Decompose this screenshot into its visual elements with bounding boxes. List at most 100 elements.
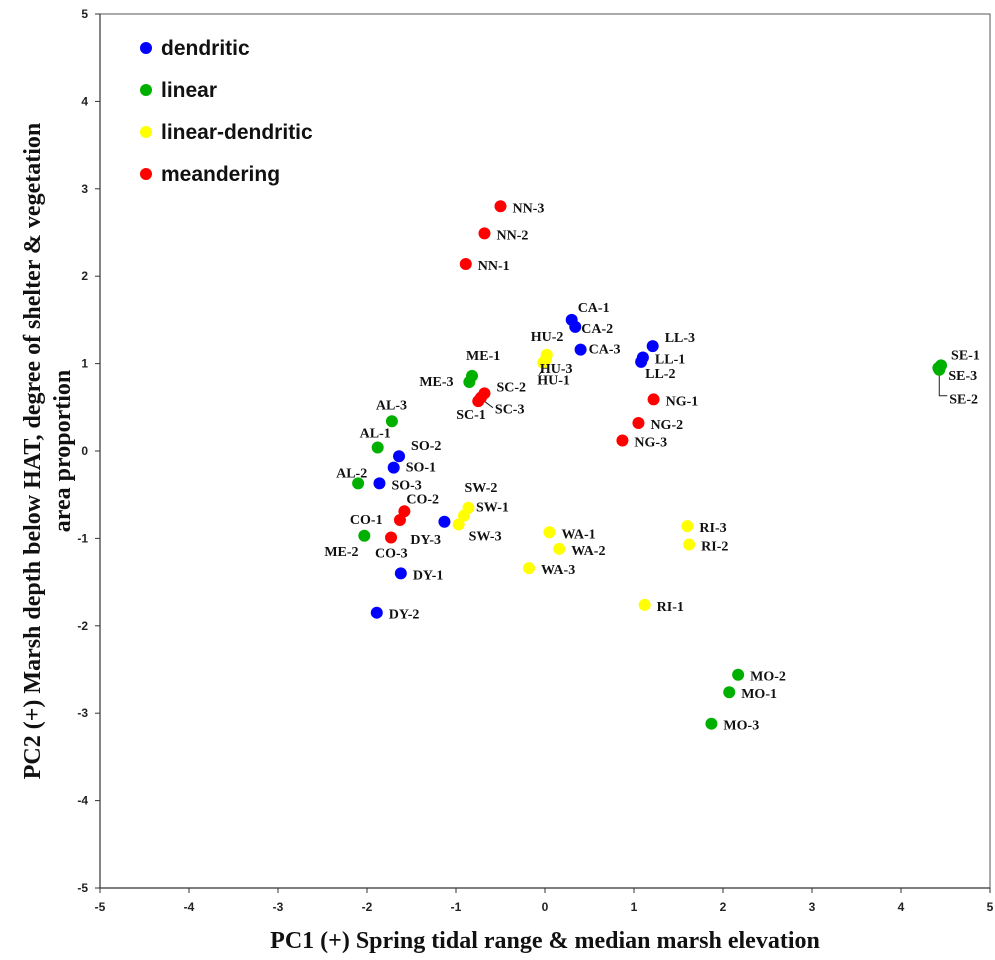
x-tick-label: 1: [631, 900, 638, 914]
data-point-mo-3: [705, 717, 718, 730]
point-label-ng-1: NG-1: [666, 394, 699, 409]
y-axis-title-line-2: area proportion: [50, 370, 76, 532]
x-tick-label: -4: [184, 900, 195, 914]
point-label-mo-2: MO-2: [750, 670, 786, 685]
point-label-al-1: AL-1: [360, 427, 391, 442]
point-label-al-3: AL-3: [376, 398, 407, 413]
x-tick-label: -1: [451, 900, 462, 914]
point-label-co-1: CO-1: [350, 513, 383, 528]
legend-marker-dendritic: [140, 42, 152, 54]
point-label-co-2: CO-2: [406, 492, 439, 507]
data-point-ri-1: [638, 598, 651, 611]
point-label-ri-2: RI-2: [701, 540, 728, 555]
x-tick-label: 3: [809, 900, 816, 914]
y-axis-title: PC2 (+) Marsh depth below HAT, degree of…: [20, 123, 76, 779]
point-label-al-2: AL-2: [336, 466, 367, 481]
data-point-wa-3: [522, 562, 535, 575]
point-label-hu-1: HU-1: [537, 374, 570, 389]
point-label-so-1: SO-1: [406, 461, 436, 476]
data-point-ng-3: [616, 434, 629, 447]
data-point-co-3: [385, 531, 398, 544]
data-points: [352, 200, 948, 730]
point-label-sc-2: SC-2: [496, 380, 526, 395]
data-point-wa-1: [543, 526, 556, 539]
legend-label-linear-dendritic: linear-dendritic: [161, 121, 313, 144]
x-tick-label: 2: [720, 900, 727, 914]
y-tick-label: -3: [77, 706, 88, 720]
point-label-sc-3: SC-3: [495, 403, 525, 418]
legend-marker-linear-dendritic: [140, 126, 152, 138]
data-point-ri-3: [681, 520, 694, 533]
y-tick-label: -2: [77, 619, 88, 633]
point-label-dy-3: DY-3: [410, 533, 441, 548]
point-label-dy-1: DY-1: [413, 568, 444, 583]
point-labels: CA-1 CA-2 CA-3 LL-3 LL-1LL-2 SO-2 SO-1 SO-3 DY-3…: [324, 201, 980, 733]
y-tick-label: 3: [81, 182, 88, 196]
data-point-hu-1: [537, 356, 550, 369]
data-point-dy-2: [370, 606, 383, 619]
data-point-nn-1: [459, 257, 472, 270]
point-label-hu-2: HU-2: [531, 330, 564, 345]
y-tick-label: 0: [81, 444, 88, 458]
leader-line: [538, 368, 544, 376]
data-point-so-2: [393, 450, 406, 463]
point-label-ca-3: CA-3: [589, 343, 621, 358]
legend-label-meandering: meandering: [161, 163, 280, 186]
point-label-nn-2: NN-2: [496, 228, 528, 243]
data-point-so-3: [373, 477, 386, 490]
plot-frame: [99, 13, 991, 889]
y-tick-label: -5: [77, 881, 88, 895]
y-tick-label: 4: [81, 94, 88, 108]
data-point-sw-1: [458, 509, 471, 522]
legend-marker-meandering: [140, 168, 152, 180]
point-label-mo-3: MO-3: [723, 719, 759, 734]
data-point-al-2: [352, 477, 365, 490]
x-axis-title: PC1 (+) Spring tidal range & median mars…: [270, 928, 820, 954]
x-tick-label: 0: [542, 900, 549, 914]
point-label-se-1: SE-1: [951, 348, 980, 363]
y-tick-label: 5: [81, 7, 88, 21]
point-label-sw-3: SW-3: [469, 529, 502, 544]
point-label-sw-2: SW-2: [464, 481, 497, 496]
plot-border: [99, 13, 991, 889]
data-point-se-2: [933, 363, 946, 376]
point-label-hu-3: HU-3: [540, 362, 573, 377]
data-point-wa-2: [553, 542, 566, 555]
point-label-wa-1: WA-1: [561, 527, 595, 542]
point-label-me-2: ME-2: [324, 545, 358, 560]
point-label-nn-1: NN-1: [478, 259, 510, 274]
point-label-sc-1: SC-1: [456, 408, 486, 423]
point-label-ll-2: LL-2: [645, 367, 675, 382]
y-tick-label: -4: [77, 794, 88, 808]
data-point-co-1: [393, 514, 406, 527]
data-point-mo-1: [723, 686, 736, 699]
data-point-dy-3: [438, 515, 451, 528]
point-label-wa-2: WA-2: [571, 544, 605, 559]
point-label-mo-1: MO-1: [741, 687, 777, 702]
legend-label-dendritic: dendritic: [161, 37, 250, 60]
data-point-ca-2: [569, 320, 582, 333]
data-point-al-3: [385, 415, 398, 428]
y-tick-label: 1: [81, 357, 88, 371]
point-label-dy-2: DY-2: [389, 608, 420, 623]
data-point-ll-2: [635, 355, 648, 368]
leader-lines: [463, 368, 948, 519]
data-point-al-1: [371, 441, 384, 454]
point-label-co-3: CO-3: [375, 547, 408, 562]
point-label-ca-1: CA-1: [578, 301, 610, 316]
data-point-nn-3: [494, 200, 507, 213]
data-point-sc-3: [474, 391, 487, 404]
y-axis-ticks: -5 -4 -3 -2 -1 0 1 2 3 4 5: [77, 7, 100, 895]
data-point-ng-2: [632, 417, 645, 430]
leader-line: [938, 373, 948, 397]
point-label-ng-2: NG-2: [650, 418, 683, 433]
x-tick-label: -5: [95, 900, 106, 914]
y-axis-title-line-1: PC2 (+) Marsh depth below HAT, degree of…: [20, 123, 46, 779]
x-tick-label: 5: [987, 900, 994, 914]
data-point-so-1: [387, 461, 400, 474]
data-point-me-3: [463, 375, 476, 388]
point-label-ll-3: LL-3: [665, 331, 695, 346]
data-point-ll-3: [646, 340, 659, 353]
legend-marker-linear: [140, 84, 152, 96]
